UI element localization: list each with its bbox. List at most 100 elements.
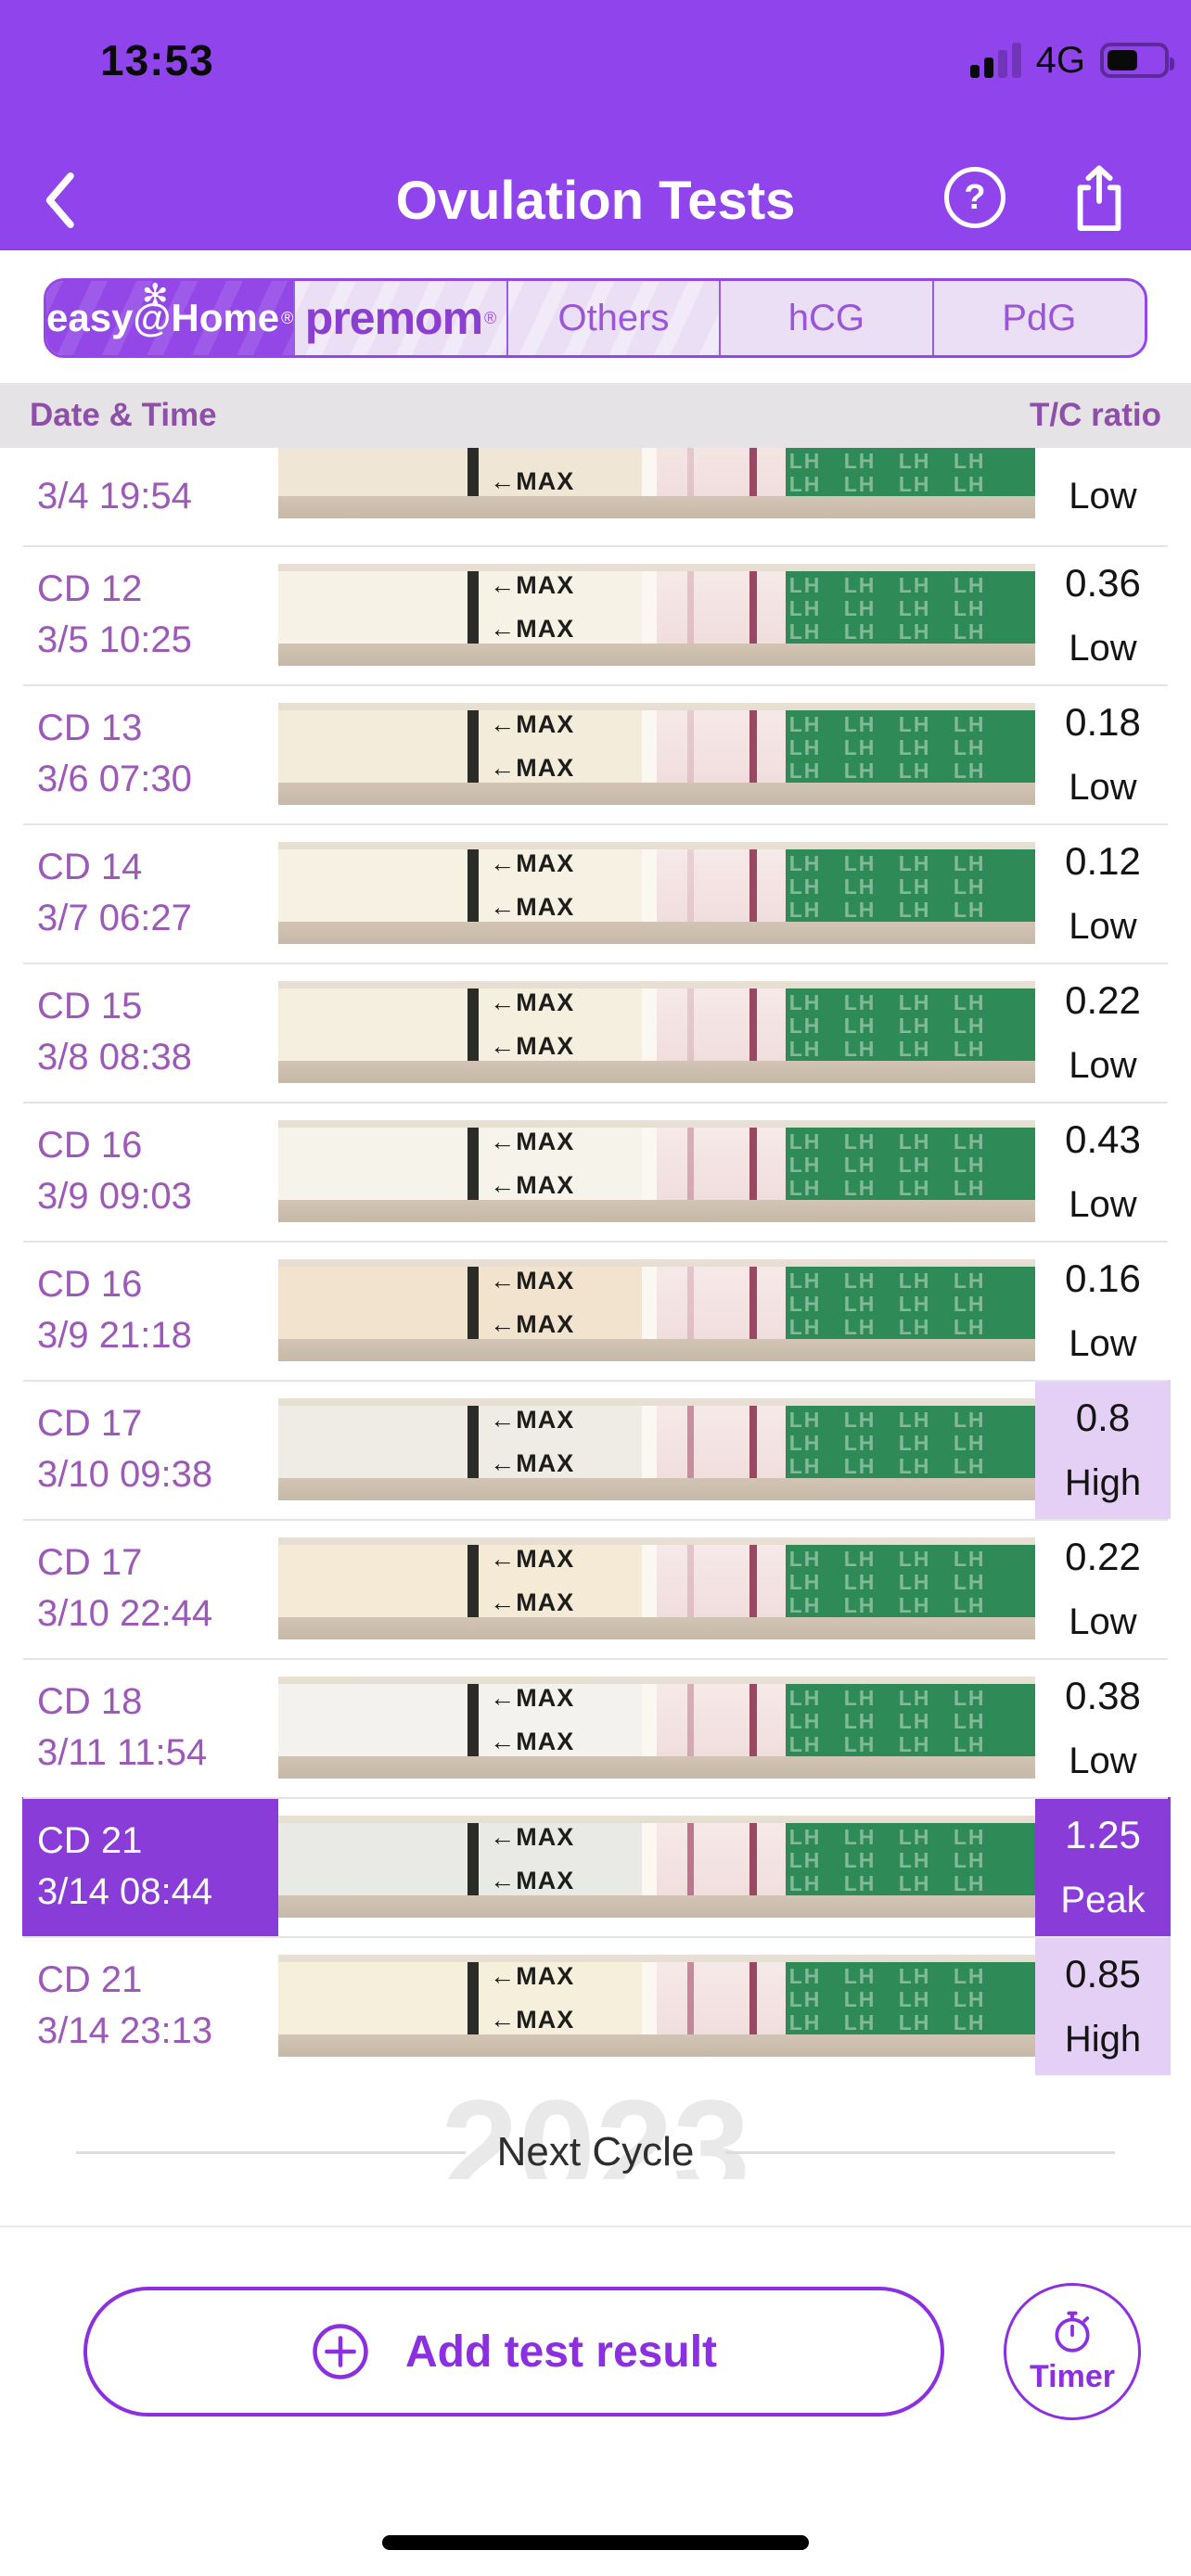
home-indicator[interactable] — [382, 2535, 809, 2550]
tab-pdg[interactable]: PdG — [931, 281, 1145, 355]
stopwatch-icon — [1055, 2311, 1090, 2353]
max-arrow-label: ←MAX — [490, 988, 575, 1016]
strip-max-labels: ←MAX ←MAX — [479, 1684, 642, 1756]
strip-max-labels: ←MAX ←MAX — [479, 1406, 642, 1478]
share-icon[interactable] — [1067, 163, 1132, 234]
next-cycle-section: 2023 Next Cycle — [0, 2075, 1191, 2179]
strip-handle — [278, 448, 467, 496]
strip-lh-pattern: LH LH LH LH LH LH LH LH LH LH LH LH LH L… — [785, 988, 1035, 1061]
cycle-day-label: CD 16 — [37, 1264, 143, 1305]
flower-icon: ✻ — [141, 278, 169, 313]
table-row[interactable]: CD 14 3/7 06:27 ←MAX ←MAX — [0, 823, 1191, 963]
max-arrow-label: ←MAX — [490, 1545, 575, 1573]
max-arrow-label: ←MAX — [490, 1588, 575, 1616]
row-ratio-cell: 0.43 Low — [1035, 1102, 1171, 1241]
test-line — [687, 988, 695, 1061]
strip-result-window — [656, 1962, 786, 2034]
strip-handle — [278, 710, 467, 783]
tab-premom[interactable]: premom ® — [293, 281, 506, 355]
header-bar: 13:53 4G Ovulation Tests ? — [0, 0, 1191, 250]
test-line — [687, 1267, 695, 1339]
test-strip-photo[interactable]: ←MAX ←MAX LH LH LH LH LH LH LH LH LH LH … — [278, 823, 1035, 963]
row-ratio-cell: 0.12 Low — [1035, 823, 1171, 963]
back-button[interactable] — [33, 169, 89, 232]
test-strip-photo[interactable]: ←MAX ←MAX LH LH LH LH LH LH LH LH LH LH … — [278, 1658, 1035, 1797]
strip-max-bar — [467, 1267, 480, 1339]
test-strip-photo[interactable]: ←MAX ←MAX LH LH LH LH LH LH LH LH LH LH … — [278, 1519, 1035, 1658]
ratio-level-badge: Low — [1069, 1600, 1137, 1642]
lh-test-strip: ←MAX ←MAX LH LH LH LH LH LH LH LH LH LH … — [278, 1545, 1035, 1617]
lh-test-strip: ←MAX ←MAX LH LH LH LH LH LH LH LH LH LH … — [278, 1406, 1035, 1478]
test-strip-photo[interactable]: ←MAX ←MAX LH LH LH LH LH LH LH LH LH LH … — [278, 963, 1035, 1102]
test-strip-photo[interactable]: ←MAX ←MAX LH LH LH LH LH LH LH LH LH LH … — [278, 448, 1035, 545]
row-date-cell: CD 13 3/6 07:30 — [22, 684, 278, 823]
help-icon[interactable]: ? — [944, 167, 1005, 228]
tab-easy-at-home[interactable]: ✻ easy@Home ® — [46, 278, 294, 355]
row-date-cell: CD 15 3/8 08:38 — [22, 963, 278, 1102]
row-date-cell: CD 21 3/14 23:13 — [22, 1936, 278, 2075]
strip-photo-background: ←MAX ←MAX LH LH LH LH LH LH LH LH LH LH … — [278, 1259, 1035, 1361]
table-row[interactable]: CD 16 3/9 09:03 ←MAX ←MAX — [0, 1102, 1191, 1241]
table-row[interactable]: CD 17 3/10 22:44 ←MAX ←MAX — [0, 1519, 1191, 1658]
test-strip-photo[interactable]: ←MAX ←MAX LH LH LH LH LH LH LH LH LH LH … — [278, 1797, 1035, 1936]
table-row[interactable]: CD 21 3/14 08:44 ←MAX ←MAX — [0, 1797, 1191, 1936]
strip-photo-background: ←MAX ←MAX LH LH LH LH LH LH LH LH LH LH … — [278, 1816, 1035, 1918]
row-date-cell: 3/4 19:54 — [22, 448, 278, 545]
tab-others[interactable]: Others — [506, 281, 720, 355]
tab-hcg[interactable]: hCG — [719, 281, 931, 355]
max-arrow-label: ←MAX — [490, 2006, 575, 2034]
table-header: Date & Time T/C ratio — [0, 383, 1191, 448]
strip-lh-pattern: LH LH LH LH LH LH LH LH LH LH LH LH LH L… — [785, 448, 1035, 496]
strip-result-window — [656, 1406, 786, 1478]
control-line — [749, 1267, 757, 1339]
strip-handle — [278, 1267, 467, 1339]
ratio-value: 0.8 — [1075, 1395, 1131, 1439]
max-arrow-label: ←MAX — [490, 1684, 575, 1712]
table-row[interactable]: CD 13 3/6 07:30 ←MAX ←MAX — [0, 684, 1191, 823]
date-time-label: 3/4 19:54 — [37, 476, 192, 516]
max-arrow-label: ←MAX — [490, 1310, 575, 1338]
table-row[interactable]: CD 18 3/11 11:54 ←MAX ←MAX — [0, 1658, 1191, 1797]
strip-result-window — [656, 1267, 786, 1339]
table-row[interactable]: CD 17 3/10 09:38 ←MAX ←MAX — [0, 1380, 1191, 1519]
test-strip-photo[interactable]: ←MAX ←MAX LH LH LH LH LH LH LH LH LH LH … — [278, 1241, 1035, 1380]
strip-photo-background: ←MAX ←MAX LH LH LH LH LH LH LH LH LH LH … — [278, 1955, 1035, 2057]
test-strip-photo[interactable]: ←MAX ←MAX LH LH LH LH LH LH LH LH LH LH … — [278, 1936, 1035, 2075]
ratio-level-badge: Low — [1069, 1322, 1137, 1364]
lh-test-strip: ←MAX ←MAX LH LH LH LH LH LH LH LH LH LH … — [278, 1823, 1035, 1895]
strip-max-bar — [467, 1545, 480, 1617]
table-row[interactable]: CD 15 3/8 08:38 ←MAX ←MAX — [0, 963, 1191, 1102]
test-strip-photo[interactable]: ←MAX ←MAX LH LH LH LH LH LH LH LH LH LH … — [278, 684, 1035, 823]
strip-max-labels: ←MAX ←MAX — [479, 988, 642, 1061]
table-row[interactable]: CD 16 3/9 21:18 ←MAX ←MAX — [0, 1241, 1191, 1380]
strip-max-labels: ←MAX ←MAX — [479, 1962, 642, 2034]
table-row[interactable]: CD 21 3/14 23:13 ←MAX ←MAX — [0, 1936, 1191, 2075]
add-test-result-button[interactable]: Add test result — [83, 2287, 944, 2417]
strip-result-window — [656, 571, 786, 644]
test-strip-photo[interactable]: ←MAX ←MAX LH LH LH LH LH LH LH LH LH LH … — [278, 1102, 1035, 1241]
strip-membrane-edge — [641, 849, 657, 922]
row-date-cell: CD 18 3/11 11:54 — [22, 1658, 278, 1797]
table-row[interactable]: 3/4 19:54 ←MAX ←MAX — [0, 448, 1191, 545]
strip-lh-pattern: LH LH LH LH LH LH LH LH LH LH LH LH LH L… — [785, 1128, 1035, 1200]
test-strip-photo[interactable]: ←MAX ←MAX LH LH LH LH LH LH LH LH LH LH … — [278, 1380, 1035, 1519]
strip-max-bar — [467, 1406, 480, 1478]
test-line — [687, 1823, 695, 1895]
brand-tab-bar: ✻ easy@Home ® premom ® Others hCG PdG — [44, 278, 1147, 358]
ratio-value: 1.25 — [1065, 1812, 1141, 1856]
max-arrow-label: ←MAX — [490, 1823, 575, 1851]
table-row[interactable]: CD 12 3/5 10:25 ←MAX ←MAX — [0, 545, 1191, 684]
strip-result-window — [656, 849, 786, 922]
strip-handle — [278, 849, 467, 922]
strip-membrane-edge — [641, 448, 657, 496]
control-line — [749, 1128, 757, 1200]
test-strip-photo[interactable]: ←MAX ←MAX LH LH LH LH LH LH LH LH LH LH … — [278, 545, 1035, 684]
ratio-level-badge: High — [1064, 2018, 1142, 2060]
strip-result-window — [656, 1545, 786, 1617]
control-line — [749, 849, 757, 922]
timer-button[interactable]: Timer — [1004, 2283, 1141, 2420]
lh-test-strip: ←MAX ←MAX LH LH LH LH LH LH LH LH LH LH … — [278, 1267, 1035, 1339]
tab-pdg-label: PdG — [1002, 297, 1077, 338]
strip-lh-pattern: LH LH LH LH LH LH LH LH LH LH LH LH LH L… — [785, 571, 1035, 644]
